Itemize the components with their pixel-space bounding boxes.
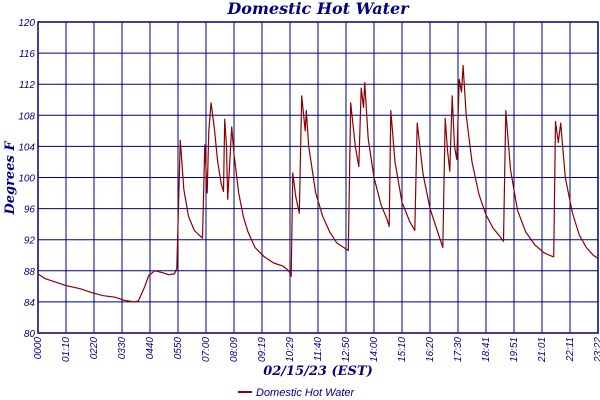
x-tick-label: 08:09 [229, 337, 240, 362]
chart-series [37, 64, 599, 303]
y-tick-label: 100 [18, 174, 35, 185]
x-tick-label: 18:41 [481, 337, 492, 362]
y-tick-label: 104 [18, 142, 35, 153]
x-tick-label: 07:00 [201, 337, 212, 362]
x-tick-label: 0550 [173, 337, 184, 360]
y-tick-label: 80 [24, 329, 36, 340]
x-tick-label: 22:11 [565, 337, 576, 362]
x-tick-label: 17:30 [453, 337, 464, 362]
x-tick-label: 14:00 [369, 337, 380, 362]
x-tick-label: 01:10 [61, 337, 72, 362]
plot-frame [37, 21, 599, 334]
legend-label: Domestic Hot Water [256, 387, 356, 399]
x-tick-label: 23:22 [593, 337, 600, 363]
y-tick-label: 84 [24, 298, 36, 309]
y-tick-label: 92 [24, 236, 36, 247]
x-tick-label: 0000 [33, 337, 44, 360]
chart-grid [37, 21, 599, 334]
x-tick-label: 15:10 [397, 337, 408, 362]
x-tick-label: 0440 [145, 337, 156, 360]
y-tick-label: 96 [24, 205, 36, 216]
y-tick-label: 116 [19, 49, 35, 60]
y-tick-label: 112 [19, 80, 35, 91]
x-tick-labels: 0000 01:10 0220 0330 0440 0550 07:00 08:09 09:19… [33, 337, 600, 363]
x-tick-label: 0330 [117, 337, 128, 360]
chart-title: Domestic Hot Water [226, 0, 410, 18]
x-tick-label: 09:19 [257, 337, 268, 362]
y-tick-label: 88 [24, 267, 36, 278]
series-line [37, 64, 599, 303]
x-tick-label: 19:51 [509, 337, 520, 362]
chart-legend: Domestic Hot Water [238, 387, 356, 399]
x-tick-label: 12:50 [341, 337, 352, 362]
x-tick-label: 0220 [89, 337, 100, 360]
y-tick-label: 108 [18, 111, 35, 122]
x-axis-label: 02/15/23 (EST) [263, 364, 373, 379]
y-tick-label: 120 [18, 18, 35, 29]
x-tick-label: 11:40 [313, 337, 324, 362]
y-tick-labels: 120 116 112 108 104 100 96 92 88 84 80 [18, 18, 35, 340]
y-axis-label: Degrees F [3, 141, 18, 216]
x-tick-label: 21:01 [537, 337, 548, 363]
x-tick-label: 10:29 [285, 337, 296, 362]
x-tick-label: 16:20 [425, 337, 436, 362]
